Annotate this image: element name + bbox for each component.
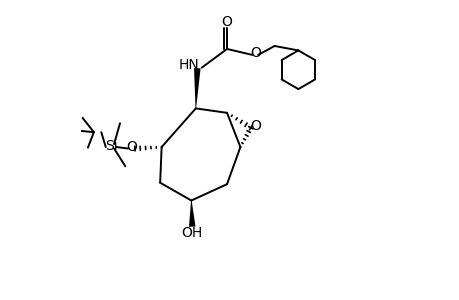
Text: O: O: [126, 140, 137, 154]
Text: O: O: [250, 119, 261, 133]
Text: Si: Si: [105, 139, 117, 152]
Polygon shape: [194, 68, 200, 108]
Text: OH: OH: [181, 226, 202, 240]
Polygon shape: [189, 200, 195, 227]
Text: O: O: [221, 15, 232, 28]
Text: HN: HN: [178, 58, 199, 72]
Text: O: O: [250, 46, 261, 59]
